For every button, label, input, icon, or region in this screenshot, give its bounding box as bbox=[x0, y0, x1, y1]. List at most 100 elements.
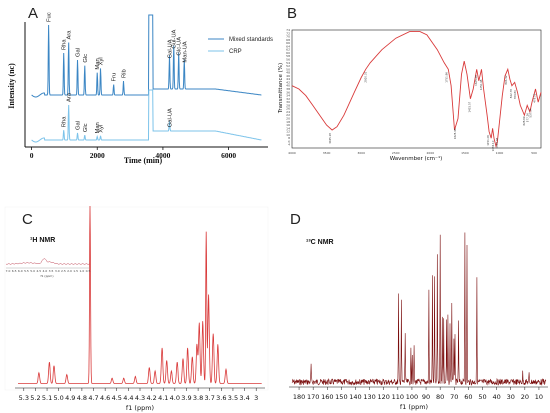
panel-b-x-tick-label: 2000 bbox=[427, 151, 435, 155]
panel-a-peak-label: Gal-UA bbox=[167, 39, 173, 58]
panel-d-x-tick-label: 170 bbox=[307, 393, 319, 401]
panel-d-x-tick-label: 110 bbox=[392, 393, 404, 401]
panel-a-chart: Intensity (nc) Time (min) 0 2000 4000 6000 … bbox=[7, 12, 273, 165]
panel-b-y-tick-label: 10 bbox=[286, 133, 290, 137]
panel-b-peak-label: 1415.57 bbox=[468, 101, 472, 112]
inset-x-tick-label: 0.5 bbox=[86, 269, 91, 273]
panel-a-peak-label: Fuc bbox=[47, 12, 53, 22]
inset-x-tick-label: 2.5 bbox=[61, 269, 66, 273]
panel-b-y-tick-label: 72 bbox=[286, 31, 290, 35]
panel-b-peak-label: 764.80 bbox=[513, 90, 517, 99]
panel-b-y-tick-label: 38 bbox=[286, 87, 290, 91]
panel-b-y-tick-label: 40 bbox=[286, 84, 290, 88]
panel-b-x-tick-label: 3500 bbox=[323, 151, 331, 155]
panel-b-y-tick-label: 12 bbox=[286, 130, 290, 134]
panel-b-y-tick-label: 62 bbox=[286, 48, 290, 52]
panel-a-peak-label: Gal bbox=[76, 121, 82, 130]
panel-b-y-tick-label: 18 bbox=[286, 120, 290, 124]
panel-c-x-tick-label: 3.4 bbox=[239, 394, 249, 402]
panel-a-peak-label: Ara bbox=[67, 30, 73, 40]
panel-b-y-tick-label: 32 bbox=[286, 97, 290, 101]
panel-d-c-nmr-spectrum bbox=[291, 232, 547, 386]
panel-b-peak-label: 3435.18 bbox=[328, 133, 332, 144]
panel-a-y-label: Intensity (nc) bbox=[7, 63, 16, 109]
panel-b-y-tick-label: 36 bbox=[286, 90, 290, 94]
panel-b-y-tick-label: 4 bbox=[288, 143, 290, 147]
panel-b-x-tick-label: 1000 bbox=[496, 151, 504, 155]
panel-b-y-tick-label: 52 bbox=[286, 64, 290, 68]
panel-b-peak-label: 478.05 bbox=[533, 93, 537, 102]
panel-b-y-tick-label: 20 bbox=[286, 117, 290, 121]
panel-a-peak-label: Fru bbox=[112, 73, 118, 82]
panel-c-h-nmr-spectrum bbox=[18, 205, 262, 384]
panel-a-peak-label: Man bbox=[95, 58, 101, 69]
panel-a-x-tick-label: 2000 bbox=[90, 151, 105, 160]
panel-c-x-tick-label: 5.0 bbox=[53, 394, 63, 402]
panel-d-x-tick-label: 160 bbox=[321, 393, 333, 401]
panel-c-x-tick-label: 3.6 bbox=[216, 394, 226, 402]
panel-d-x-tick-label: 100 bbox=[406, 393, 418, 401]
panel-b-x-tick-label: 4000 bbox=[288, 151, 296, 155]
panel-d-x-tick-label: 10 bbox=[535, 393, 543, 401]
panel-b-y-tick-label: 34 bbox=[286, 94, 290, 98]
panel-b-chart: Transmittance (%) Wavenmber (cm⁻¹) 4000 3… bbox=[278, 28, 542, 162]
panel-c-label: C bbox=[22, 211, 33, 228]
panel-b-peak-label: 1083.10 bbox=[491, 140, 495, 151]
panel-b-peak-label: 1325.26 bbox=[474, 75, 478, 86]
panel-b-y-tick-label: 58 bbox=[286, 54, 290, 58]
panel-c-chart: ¹H NMR f1 (ppm) 5.3 5.2 5.1 5.0 4.9 4.8 4.7 4.6… bbox=[4, 205, 269, 412]
panel-a-x-label: Time (min) bbox=[124, 156, 163, 165]
panel-a-series-mixed-standards bbox=[31, 14, 262, 98]
panel-a-peak-label: Man bbox=[95, 122, 101, 133]
panel-c-x-tick-label: 5.3 bbox=[19, 394, 29, 402]
inset-x-tick-label: 1.0 bbox=[79, 269, 84, 273]
inset-x-tick-label: 4.0 bbox=[43, 269, 48, 273]
panel-b-y-tick-label: 16 bbox=[286, 123, 290, 127]
panel-b-peak-label: 537.34 bbox=[529, 108, 533, 117]
panel-b-y-tick-label: 30 bbox=[286, 100, 290, 104]
panel-a-x-tick-label: 0 bbox=[30, 151, 34, 160]
panel-b-y-tick-label: 28 bbox=[286, 103, 290, 107]
panel-b-y-tick-label: 64 bbox=[286, 44, 290, 48]
panel-b-y-tick-label: 48 bbox=[286, 71, 290, 75]
panel-b-peak-label: 1625.98 bbox=[453, 128, 457, 139]
panel-a-peak-label: Xyl bbox=[99, 57, 105, 65]
inset-x-tick-label: 6.5 bbox=[12, 269, 17, 273]
panel-a-peak-label: Rib bbox=[122, 69, 128, 78]
panel-b-ftir-spectrum bbox=[291, 31, 542, 149]
panel-a-legend: Mixed standards CRP bbox=[208, 37, 273, 55]
panel-b-x-tick-label: 3000 bbox=[357, 151, 365, 155]
panel-b-peak-label: 628.69 bbox=[522, 116, 526, 125]
panel-b-peak-label: 577.26 bbox=[526, 113, 530, 122]
panel-c-x-tick-label: 5.2 bbox=[30, 394, 40, 402]
panel-d-x-tick-label: 90 bbox=[422, 393, 430, 401]
panel-c-frame bbox=[4, 206, 269, 391]
inset-x-tick-label: 3.5 bbox=[49, 269, 54, 273]
inset-x-tick-label: 7.0 bbox=[6, 269, 11, 273]
panel-d-label: D bbox=[290, 211, 301, 228]
panel-b-x-label: Wavenmber (cm⁻¹) bbox=[390, 155, 443, 162]
panel-a-peak-label: Ara bbox=[67, 92, 73, 102]
panel-c-x-tick-label: 4.1 bbox=[158, 394, 168, 402]
panel-c-x-tick-label: 3.8 bbox=[193, 394, 203, 402]
panel-d-x-tick-label: 70 bbox=[450, 393, 458, 401]
panel-b-y-tick-label: 56 bbox=[286, 58, 290, 62]
panel-b-x-tick-label: 1500 bbox=[461, 151, 469, 155]
panel-d-x-tick-label: 80 bbox=[436, 393, 444, 401]
panel-b-peak-label: 1751.86 bbox=[444, 72, 448, 83]
panel-d-x-label: f1 (ppm) bbox=[400, 403, 428, 411]
inset-x-tick-label: 6.0 bbox=[18, 269, 23, 273]
inset-x-tick-label: 4.5 bbox=[36, 269, 41, 273]
panel-b-y-tick-label: 26 bbox=[286, 107, 290, 111]
panel-c-x-tick-label: 4.2 bbox=[146, 394, 156, 402]
panel-c-x-tick-label: 4.0 bbox=[170, 394, 180, 402]
panel-d-x-tick-label: 140 bbox=[349, 393, 361, 401]
panel-c-x-tick-label: 4.9 bbox=[65, 394, 75, 402]
panel-b-y-tick-label: 46 bbox=[286, 74, 290, 78]
panel-a-peak-label: Glc bbox=[83, 123, 89, 132]
panel-d-x-tick-label: 60 bbox=[464, 393, 472, 401]
panel-b-peak-label: 1151.06 bbox=[486, 135, 490, 146]
panel-c-x-tick-label: 4.6 bbox=[100, 394, 110, 402]
panel-c-x-tick-label: 4.4 bbox=[123, 394, 133, 402]
